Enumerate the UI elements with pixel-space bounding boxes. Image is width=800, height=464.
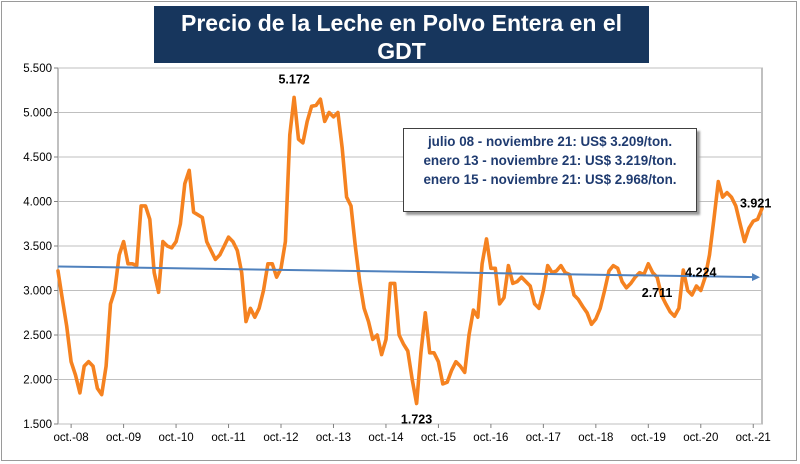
x-tick-label: oct.-21 (736, 432, 771, 444)
x-tick-label: oct.-15 (421, 432, 456, 444)
trend-line (57, 265, 760, 282)
price-series-line (56, 95, 764, 406)
y-tick-label: 5.500 (23, 63, 52, 75)
x-tick-label: oct.-10 (158, 432, 193, 444)
y-axis-ticks: 1.500 2.000 2.500 3.000 3.500 4.000 4.500 5.000… (23, 63, 58, 431)
chart-title-box: Precio de la Leche en Polvo Entera en el… (154, 6, 649, 85)
chart-subtitle: - promedio mensual - (325, 68, 478, 85)
x-tick-label: oct.-12 (263, 432, 298, 444)
averages-box: julio 08 - noviembre 21: US$ 3.209/ton. … (403, 128, 697, 212)
x-tick-label: oct.-16 (473, 432, 508, 444)
y-tick-label: 2.000 (23, 375, 52, 387)
x-tick-label: oct.-17 (526, 432, 561, 444)
y-tick-label: 3.000 (23, 286, 52, 298)
x-tick-label: oct.-14 (368, 432, 404, 444)
data-label: 2.711 (642, 286, 673, 300)
x-tick-label: oct.-20 (683, 432, 718, 444)
chart-title: Precio de la Leche en Polvo Entera en el… (181, 10, 622, 64)
average-line-2015: enero 15 - noviembre 21: US$ 2.968/ton. (423, 172, 677, 187)
y-tick-label: 5.000 (23, 108, 52, 120)
data-label: 4.224 (685, 266, 716, 280)
average-line-2008: julio 08 - noviembre 21: US$ 3.209/ton. (427, 134, 673, 149)
x-tick-label: oct.-08 (54, 432, 89, 444)
x-tick-label: oct.-19 (631, 432, 666, 444)
series-layer (56, 95, 764, 406)
data-label: 3.921 (740, 196, 771, 210)
average-line-2013: enero 13 - noviembre 21: US$ 3.219/ton. (423, 153, 677, 168)
y-tick-label: 2.500 (23, 330, 52, 342)
x-tick-label: oct.-18 (578, 432, 613, 444)
y-tick-label: 1.500 (23, 419, 52, 431)
y-tick-label: 3.500 (23, 241, 52, 253)
data-label: 5.172 (278, 72, 309, 86)
x-tick-label: oct.-09 (106, 432, 141, 444)
x-tick-label: oct.-13 (316, 432, 351, 444)
y-tick-label: 4.000 (23, 197, 52, 209)
x-tick-label: oct.-11 (211, 432, 245, 444)
y-tick-label: 4.500 (23, 152, 52, 164)
data-label: 1.723 (401, 413, 432, 427)
annotation-layer: 5.172 1.723 2.711 4.224 3.921 (278, 72, 771, 426)
x-axis-ticks: oct.-08 oct.-09 oct.-10 oct.-11 oct.-12 oct.-… (54, 424, 771, 444)
